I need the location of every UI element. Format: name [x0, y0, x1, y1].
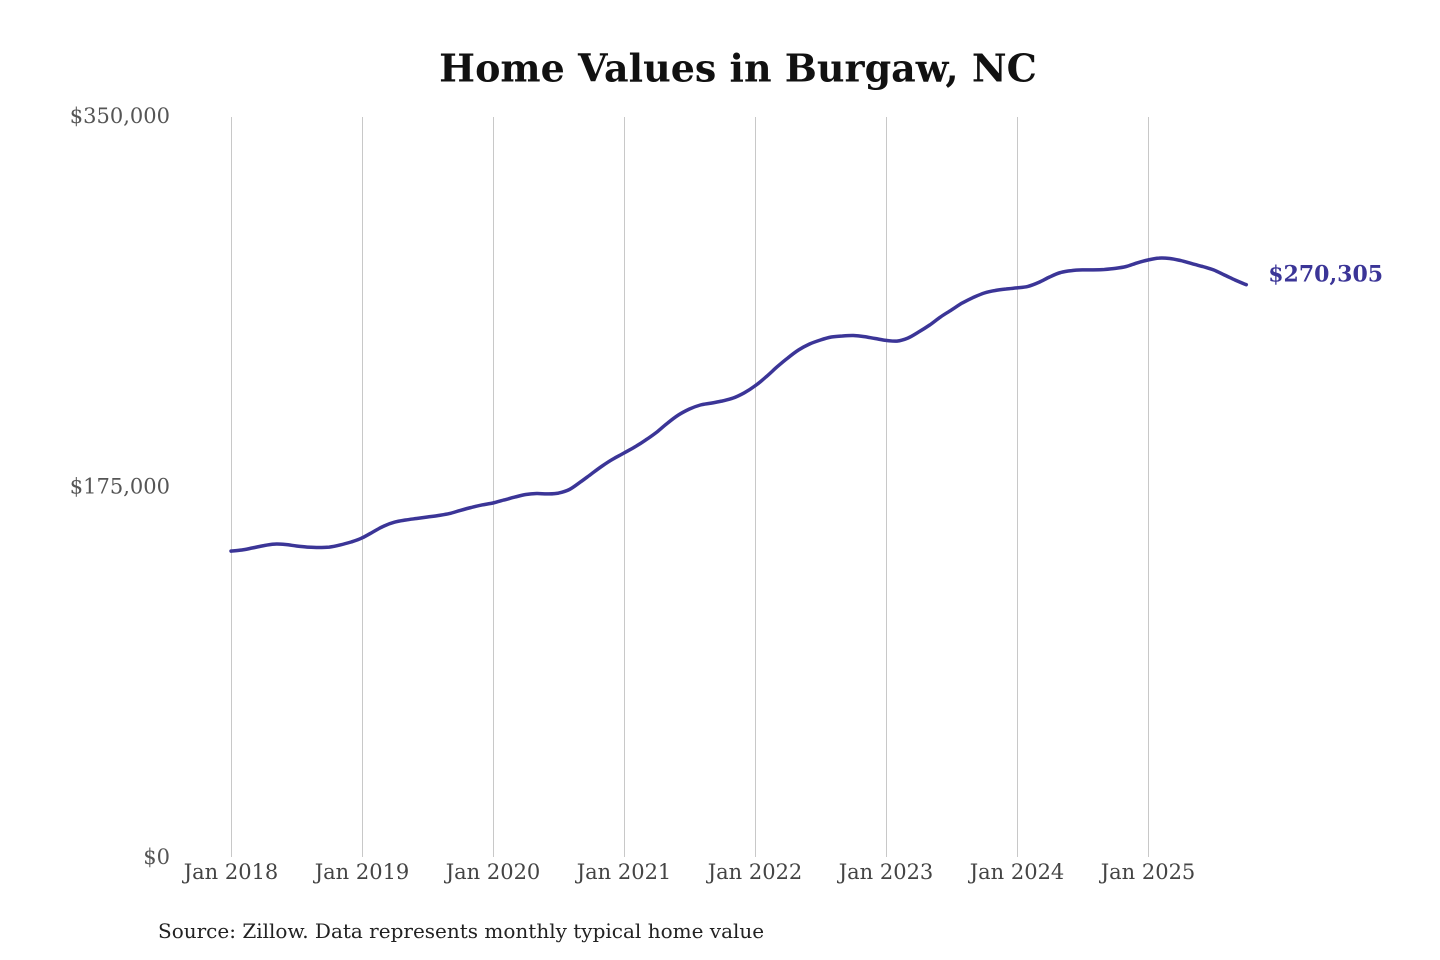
annotation-layer: $270,305	[1268, 262, 1383, 288]
chart-title: Home Values in Burgaw, NC	[439, 46, 1037, 91]
series-layer	[229, 256, 1249, 553]
y-tick-label: $175,000	[70, 475, 170, 499]
x-tick-label: Jan 2022	[706, 860, 803, 884]
x-axis-tick-labels: Jan 2018 Jan 2019 Jan 2020 Jan 2021 Jan 2022…	[182, 860, 1196, 884]
x-tick-label: Jan 2023	[837, 860, 934, 884]
x-tick-label: Jan 2024	[968, 860, 1065, 884]
vertical-gridlines	[231, 117, 1149, 857]
x-tick-label: Jan 2020	[444, 860, 541, 884]
y-tick-label: $0	[143, 845, 170, 869]
x-tick-label: Jan 2021	[575, 860, 672, 884]
y-tick-label: $350,000	[70, 104, 170, 128]
x-tick-label: Jan 2018	[182, 860, 279, 884]
series-line	[229, 256, 1249, 553]
x-tick-label: Jan 2019	[313, 860, 410, 884]
y-axis-tick-labels: $0 $175,000 $350,000	[70, 104, 170, 869]
end-value-label: $270,305	[1268, 262, 1383, 288]
source-note: Source: Zillow. Data represents monthly …	[158, 919, 764, 943]
x-tick-label: Jan 2025	[1099, 860, 1196, 884]
